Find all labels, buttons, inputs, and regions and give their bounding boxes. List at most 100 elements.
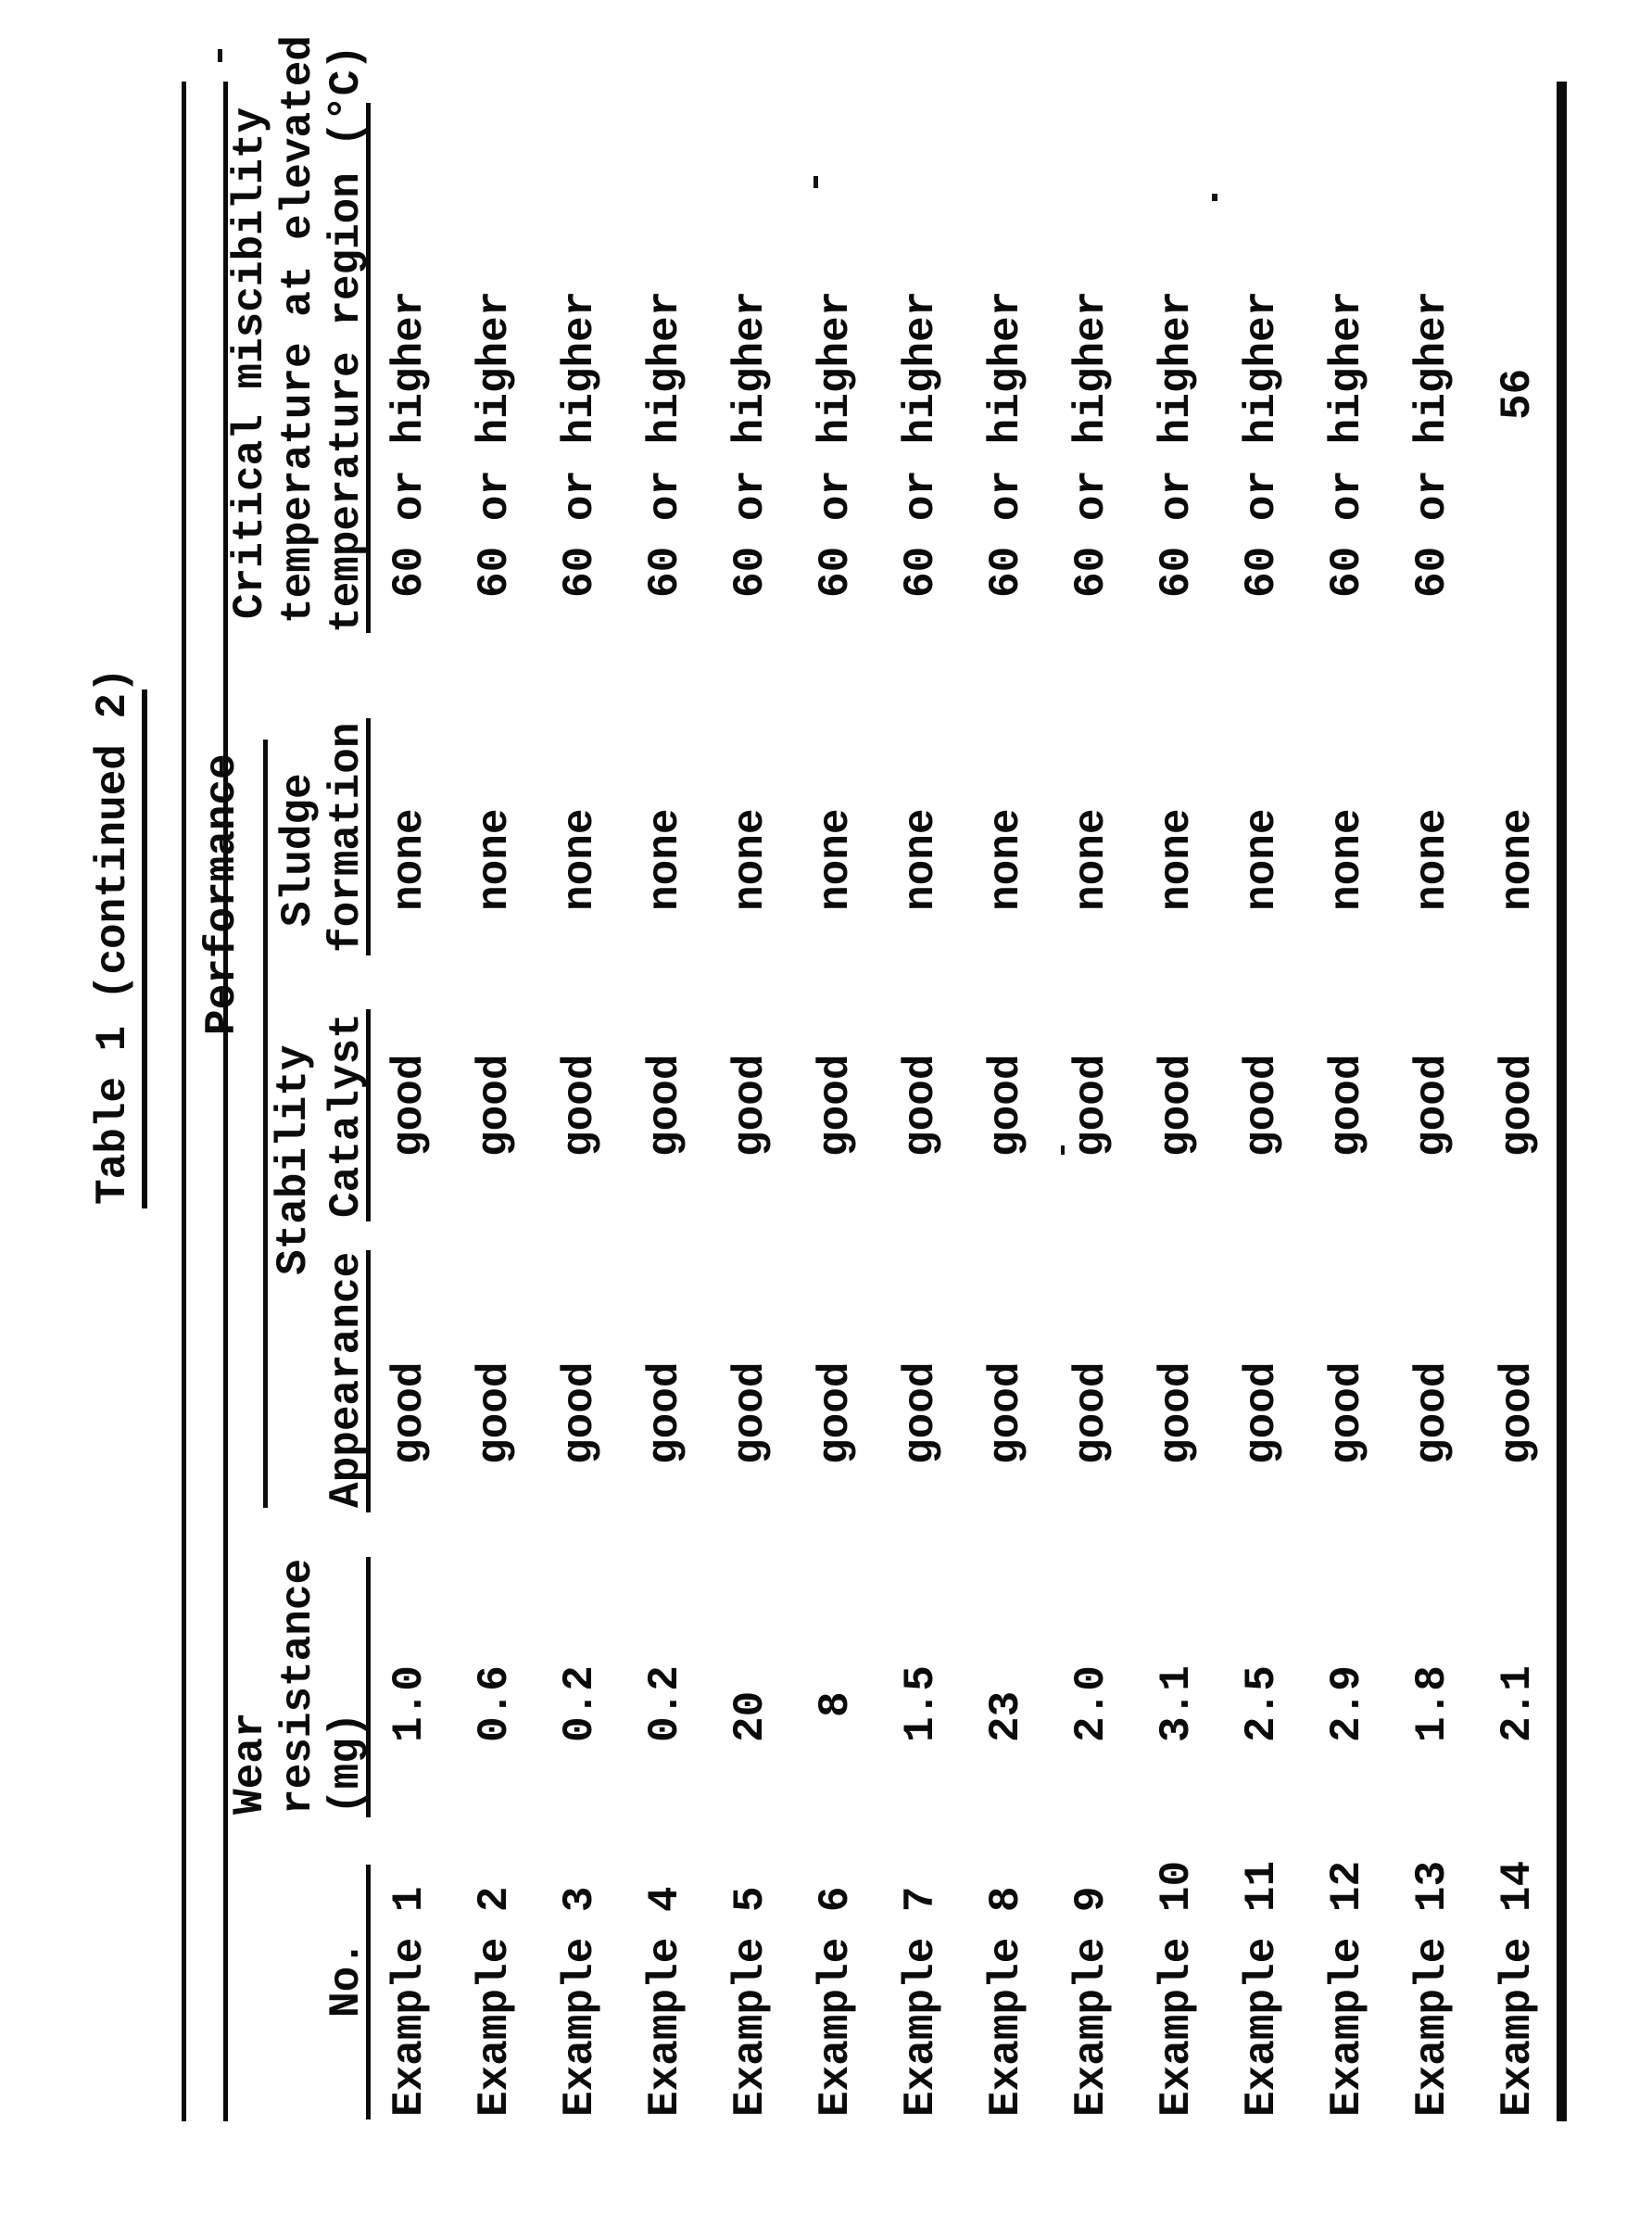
table-top-rule-outer — [182, 82, 186, 2121]
cell-no: Example 6 — [812, 1886, 860, 2117]
cell-appearance: good — [1238, 1361, 1286, 1464]
no-underline — [366, 1865, 371, 2119]
catalyst-column-header: Catalyst — [322, 1013, 371, 1218]
cell-critical: 60 or higher — [1067, 290, 1116, 598]
cell-wear: 0.2 — [641, 1665, 689, 1742]
cell-no: Example 7 — [897, 1886, 945, 2117]
cell-wear: 3.1 — [1153, 1665, 1201, 1742]
sludge-header-line1: Sludge — [274, 773, 322, 927]
cell-sludge: none — [556, 808, 604, 911]
cell-appearance: good — [1067, 1361, 1116, 1464]
cell-critical: 60 or higher — [1153, 290, 1201, 598]
cell-sludge: none — [982, 808, 1030, 911]
table-title: Table 1 (continued 2) — [89, 667, 137, 1205]
performance-header: Performance — [198, 753, 246, 1035]
cell-appearance: good — [641, 1361, 689, 1464]
cell-wear: 2.0 — [1067, 1665, 1116, 1742]
cell-sludge: none — [1408, 808, 1457, 911]
cell-catalyst: good — [1408, 1054, 1457, 1157]
cell-wear: 1.8 — [1408, 1665, 1457, 1742]
scan-speck — [218, 49, 222, 62]
cell-appearance: good — [1323, 1361, 1371, 1464]
cell-catalyst: good — [471, 1054, 519, 1157]
cell-no: Example 5 — [726, 1886, 775, 2117]
cell-no: Example 4 — [641, 1886, 689, 2117]
cell-catalyst: good — [1238, 1054, 1286, 1157]
cell-no: Example 13 — [1408, 1860, 1457, 2117]
sludge-header-line2: formation — [322, 722, 371, 953]
wear-header-line2: resistance — [274, 1558, 322, 1815]
cell-appearance: good — [385, 1361, 434, 1464]
cell-no: Example 1 — [385, 1886, 434, 2117]
performance-underline — [263, 740, 268, 1508]
cell-appearance: good — [897, 1361, 945, 1464]
wear-header-line3: (mg) — [322, 1712, 371, 1815]
cell-wear: 2.9 — [1323, 1665, 1371, 1742]
scan-speck — [1212, 194, 1217, 201]
cell-no: Example 3 — [556, 1886, 604, 2117]
catalyst-underline — [366, 1009, 371, 1221]
cell-catalyst: good — [1323, 1054, 1371, 1157]
critical-header-line2: temperature at elevated — [274, 35, 322, 624]
cell-catalyst: good — [1494, 1054, 1542, 1157]
cell-critical: 60 or higher — [556, 290, 604, 598]
cell-catalyst: good — [982, 1054, 1030, 1157]
cell-catalyst: good — [812, 1054, 860, 1157]
cell-catalyst: good — [556, 1054, 604, 1157]
cell-sludge: none — [812, 808, 860, 911]
scan-speck — [1061, 1145, 1065, 1155]
cell-no: Example 10 — [1153, 1860, 1201, 2117]
cell-sludge: none — [1067, 808, 1116, 911]
appearance-column-header: Appearance — [322, 1251, 371, 1508]
cell-no: Example 2 — [471, 1886, 519, 2117]
cell-no: Example 14 — [1494, 1860, 1542, 2117]
no-column-header: No. — [322, 1941, 371, 2018]
cell-critical: 56 — [1494, 368, 1542, 420]
cell-no: Example 9 — [1067, 1886, 1116, 2117]
cell-critical: 60 or higher — [982, 290, 1030, 598]
cell-no: Example 12 — [1323, 1860, 1371, 2117]
cell-sludge: none — [726, 808, 775, 911]
sludge-underline — [366, 718, 371, 955]
cell-catalyst: good — [1067, 1054, 1116, 1157]
cell-sludge: none — [385, 808, 434, 911]
cell-appearance: good — [1494, 1361, 1542, 1464]
cell-critical: 60 or higher — [1238, 290, 1286, 598]
cell-wear: 1.0 — [385, 1665, 434, 1742]
cell-sludge: none — [471, 808, 519, 911]
cell-critical: 60 or higher — [641, 290, 689, 598]
cell-wear: 2.5 — [1238, 1665, 1286, 1742]
wear-header-line1: Wear — [226, 1712, 274, 1815]
cell-catalyst: good — [641, 1054, 689, 1157]
cell-appearance: good — [812, 1361, 860, 1464]
cell-no: Example 8 — [982, 1886, 1030, 2117]
appearance-underline — [366, 1250, 371, 1512]
cell-wear: 8 — [812, 1691, 860, 1717]
cell-wear: 23 — [982, 1690, 1030, 1742]
table-bottom-rule — [1557, 82, 1567, 2121]
cell-sludge: none — [897, 808, 945, 911]
cell-catalyst: good — [385, 1054, 434, 1157]
cell-wear: 20 — [726, 1690, 775, 1742]
cell-wear: 1.5 — [897, 1665, 945, 1742]
cell-appearance: good — [556, 1361, 604, 1464]
cell-critical: 60 or higher — [812, 290, 860, 598]
cell-critical: 60 or higher — [1323, 290, 1371, 598]
critical-header-line3: temperature region (°C) — [322, 44, 371, 633]
cell-wear: 0.2 — [556, 1665, 604, 1742]
cell-catalyst: good — [726, 1054, 775, 1157]
cell-sludge: none — [641, 808, 689, 911]
title-underline — [142, 690, 147, 1208]
cell-critical: 60 or higher — [897, 290, 945, 598]
cell-sludge: none — [1323, 808, 1371, 911]
critical-underline — [366, 103, 371, 633]
cell-catalyst: good — [897, 1054, 945, 1157]
cell-catalyst: good — [1153, 1054, 1201, 1157]
wear-underline — [366, 1557, 371, 1817]
cell-appearance: good — [1408, 1361, 1457, 1464]
cell-critical: 60 or higher — [471, 290, 519, 598]
critical-header-line1: Critical miscibility — [226, 107, 274, 619]
cell-sludge: none — [1153, 808, 1201, 911]
